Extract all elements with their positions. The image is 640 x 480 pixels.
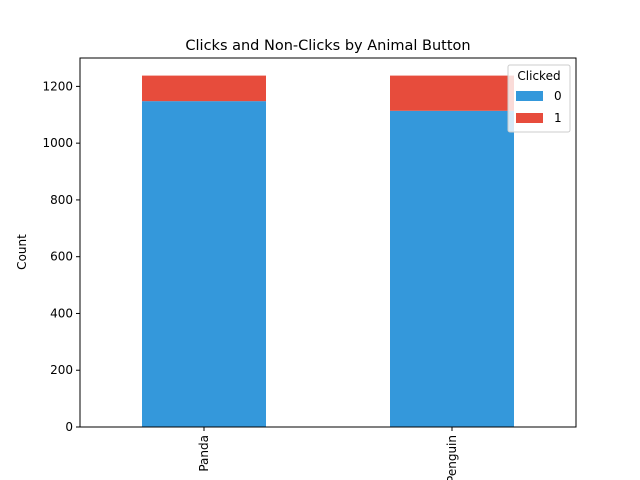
y-tick-label: 1200 — [42, 79, 73, 93]
legend-label-1: 1 — [554, 111, 562, 125]
y-axis-label: Count — [15, 234, 29, 270]
y-tick-label: 600 — [50, 250, 73, 264]
x-tick-label-penguin: Penguin — [445, 435, 459, 480]
legend-title: Clicked — [517, 69, 560, 83]
legend-swatch-1 — [516, 113, 543, 123]
legend-items: 01 — [516, 89, 562, 125]
chart-title: Clicks and Non-Clicks by Animal Button — [185, 38, 470, 54]
y-tick-label: 0 — [65, 420, 73, 434]
y-tick-label: 200 — [50, 363, 73, 377]
bars-group — [142, 75, 514, 428]
bar-penguin-series-0 — [390, 110, 514, 428]
y-tick-label: 1000 — [42, 136, 73, 150]
x-axis-ticks: Panda Penguin — [197, 427, 459, 480]
bar-penguin-series-1 — [390, 75, 514, 111]
y-tick-label: 800 — [50, 193, 73, 207]
legend: Clicked 01 — [507, 64, 571, 133]
x-tick-label-panda: Panda — [197, 435, 211, 472]
y-tick-label: 400 — [50, 306, 73, 320]
y-axis-ticks: 0 200 400 600 800 1000 1200 — [42, 79, 80, 434]
bar-panda-series-0 — [142, 101, 266, 427]
bar-panda-series-1 — [142, 75, 266, 102]
legend-swatch-0 — [516, 91, 543, 101]
legend-label-0: 0 — [554, 89, 562, 103]
plot-frame — [79, 57, 577, 428]
